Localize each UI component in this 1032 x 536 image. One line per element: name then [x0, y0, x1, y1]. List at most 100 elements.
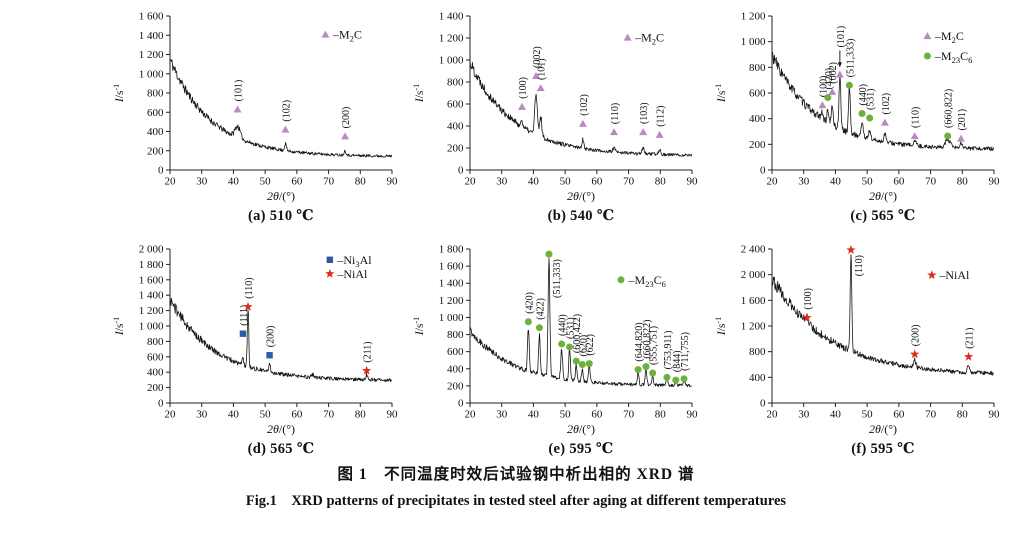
svg-text:0: 0 — [158, 165, 164, 177]
svg-text:600: 600 — [147, 351, 164, 363]
svg-text:200: 200 — [147, 145, 164, 157]
svg-text:–NiAl: –NiAl — [938, 268, 970, 282]
svg-text:60: 60 — [591, 409, 603, 421]
svg-text:50: 50 — [560, 409, 572, 421]
svg-text:80: 80 — [655, 409, 667, 421]
svg-text:2 400: 2 400 — [741, 244, 766, 256]
svg-text:50: 50 — [862, 409, 874, 421]
svg-text:–Ni3Al: –Ni3Al — [336, 253, 372, 269]
svg-text:40: 40 — [528, 409, 540, 421]
svg-text:(200): (200) — [341, 107, 352, 129]
svg-text:1 000: 1 000 — [139, 321, 164, 333]
svg-text:(101): (101) — [234, 80, 245, 102]
svg-text:(110): (110) — [244, 277, 255, 298]
panel-caption-d: (d) 565 ℃ — [247, 441, 315, 457]
svg-text:800: 800 — [147, 88, 164, 100]
svg-text:90: 90 — [989, 409, 1001, 421]
svg-text:(211): (211) — [363, 341, 374, 362]
svg-text:(420): (420) — [524, 292, 535, 314]
svg-text:(753,911): (753,911) — [663, 331, 674, 370]
svg-text:50: 50 — [560, 176, 572, 188]
svg-text:2θ/(°): 2θ/(°) — [567, 189, 595, 203]
svg-text:40: 40 — [228, 409, 240, 421]
svg-text:40: 40 — [830, 176, 842, 188]
svg-text:600: 600 — [147, 107, 164, 119]
svg-text:2θ/(°): 2θ/(°) — [869, 422, 897, 436]
xrd-plot-e: 20 30 40 50 60 70 80 90 0 200 400 600 800 1 000 1 200 1… — [412, 244, 699, 437]
svg-text:(100): (100) — [518, 77, 529, 99]
svg-text:(511,333): (511,333) — [552, 259, 563, 298]
svg-text:200: 200 — [749, 139, 766, 151]
svg-text:1 000: 1 000 — [741, 36, 766, 48]
svg-text:30: 30 — [496, 176, 508, 188]
svg-text:400: 400 — [147, 126, 164, 138]
svg-text:70: 70 — [623, 409, 635, 421]
svg-text:(440): (440) — [558, 314, 569, 336]
svg-text:–M23C6: –M23C6 — [934, 49, 972, 65]
svg-text:80: 80 — [355, 409, 367, 421]
figure-caption-zh: 图 1 不同温度时效后试验钢中析出相的 XRD 谱 — [337, 466, 695, 483]
svg-text:70: 70 — [323, 176, 335, 188]
svg-text:(644,820): (644,820) — [634, 322, 645, 361]
svg-text:400: 400 — [147, 367, 164, 379]
svg-text:80: 80 — [957, 409, 969, 421]
svg-text:30: 30 — [196, 409, 208, 421]
svg-text:1 200: 1 200 — [439, 33, 464, 45]
svg-text:(101): (101) — [836, 26, 847, 48]
svg-text:(111): (111) — [239, 305, 250, 326]
svg-text:400: 400 — [749, 372, 766, 384]
svg-text:(440): (440) — [858, 84, 869, 106]
xrd-plot-f: 20 30 40 50 60 70 80 90 0 400 800 1 200 1 600 2 000 2 … — [714, 244, 1001, 437]
svg-text:60: 60 — [291, 409, 303, 421]
svg-text:1 800: 1 800 — [439, 244, 464, 256]
svg-text:70: 70 — [925, 409, 937, 421]
svg-text:20: 20 — [165, 409, 177, 421]
svg-text:800: 800 — [447, 77, 464, 89]
svg-text:90: 90 — [387, 409, 399, 421]
svg-text:–NiAl: –NiAl — [336, 267, 368, 281]
svg-text:2 000: 2 000 — [741, 269, 766, 281]
svg-text:600: 600 — [447, 99, 464, 111]
svg-text:90: 90 — [989, 176, 1001, 188]
svg-text:(110): (110) — [610, 103, 621, 124]
svg-text:I/s-1: I/s-1 — [412, 317, 426, 336]
svg-text:40: 40 — [228, 176, 240, 188]
svg-text:–M2C: –M2C — [934, 29, 964, 45]
svg-text:70: 70 — [323, 409, 335, 421]
svg-text:20: 20 — [165, 176, 177, 188]
svg-text:90: 90 — [687, 409, 699, 421]
svg-text:800: 800 — [749, 346, 766, 358]
svg-text:(844): (844) — [672, 350, 683, 372]
svg-text:90: 90 — [687, 176, 699, 188]
svg-text:I/s-1: I/s-1 — [714, 317, 728, 336]
svg-text:0: 0 — [458, 165, 464, 177]
svg-text:40: 40 — [830, 409, 842, 421]
svg-text:40: 40 — [528, 176, 540, 188]
svg-text:600: 600 — [447, 346, 464, 358]
svg-text:80: 80 — [957, 176, 969, 188]
svg-text:2 000: 2 000 — [139, 244, 164, 256]
svg-text:–M23C6: –M23C6 — [627, 273, 665, 289]
svg-text:400: 400 — [447, 121, 464, 133]
svg-text:(555,751): (555,751) — [649, 326, 660, 365]
svg-text:0: 0 — [158, 398, 164, 410]
svg-text:20: 20 — [767, 176, 779, 188]
svg-text:1 400: 1 400 — [139, 30, 164, 42]
svg-text:(422): (422) — [535, 298, 546, 320]
svg-text:(200): (200) — [911, 325, 922, 347]
svg-text:(002): (002) — [828, 62, 839, 84]
svg-text:80: 80 — [355, 176, 367, 188]
svg-text:30: 30 — [798, 176, 810, 188]
panel-caption-e: (e) 595 ℃ — [548, 441, 614, 457]
svg-text:1 400: 1 400 — [439, 11, 464, 23]
svg-text:200: 200 — [147, 382, 164, 394]
svg-text:(660,822): (660,822) — [642, 319, 653, 358]
svg-text:(101): (101) — [537, 58, 548, 80]
panel-caption-a: (a) 510 ℃ — [248, 208, 314, 224]
svg-text:60: 60 — [893, 176, 905, 188]
svg-text:–M2C: –M2C — [634, 31, 664, 47]
svg-text:1 800: 1 800 — [139, 259, 164, 271]
svg-text:200: 200 — [447, 380, 464, 392]
svg-text:(110): (110) — [854, 255, 865, 276]
svg-text:2θ/(°): 2θ/(°) — [267, 422, 295, 436]
